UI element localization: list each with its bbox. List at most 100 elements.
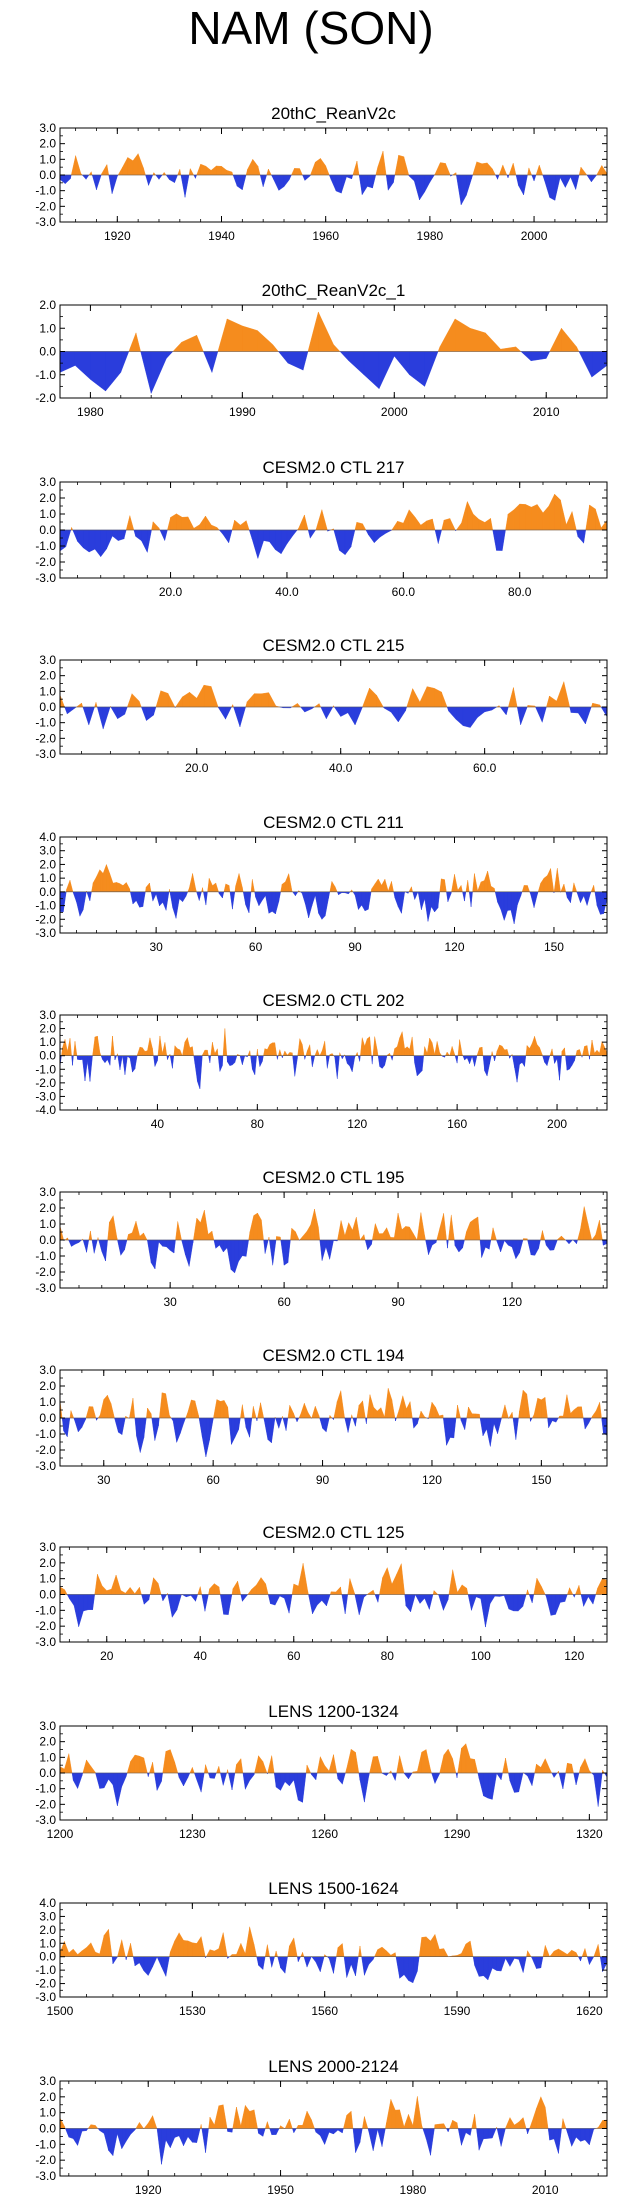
y-tick-label: 2.0 [39, 1735, 56, 1749]
x-tick-label: 1960 [312, 229, 339, 243]
x-tick-label: 30 [97, 1473, 111, 1487]
x-tick-label: 1230 [179, 1827, 206, 1841]
x-tick-label: 20.0 [185, 761, 209, 775]
panel-title: CESM2.0 CTL 211 [263, 813, 404, 832]
y-tick-label: -3.0 [35, 747, 56, 761]
x-tick-label: 1200 [47, 1827, 74, 1841]
x-tick-label: 150 [544, 940, 564, 954]
y-tick-label: -3.0 [35, 1813, 56, 1827]
y-tick-label: 2.0 [39, 857, 56, 871]
x-tick-label: 1950 [267, 2183, 294, 2197]
y-tick-label: -3.0 [35, 2169, 56, 2183]
x-tick-label: 1320 [576, 1827, 603, 1841]
y-tick-label: 2.0 [39, 1379, 56, 1393]
panel-9: CESM2.0 CTL 125 3.0 2.0 1.0 0.0-1.0 -2.0 -3.0 2… [35, 1523, 608, 1663]
y-tick-label: -2.0 [35, 1619, 56, 1633]
x-tick-label: 40 [194, 1649, 208, 1663]
y-tick-label: -3.0 [35, 571, 56, 585]
y-tick-label: -2.0 [35, 1076, 56, 1090]
y-tick-label: -2.0 [35, 1265, 56, 1279]
x-tick-label: 1290 [444, 1827, 471, 1841]
y-tick-label: 1.0 [39, 684, 56, 698]
y-tick-label: -3.0 [35, 926, 56, 940]
y-tick-label: -2.0 [35, 555, 56, 569]
panel-3: CESM2.0 CTL 217 3.0 2.0 1.0 0.0 -1.0 -2.0 -3.0 2… [35, 458, 608, 599]
x-tick-label: 120 [444, 940, 464, 954]
y-tick-label: 1.0 [39, 1217, 56, 1231]
x-tick-label: 40 [151, 1117, 165, 1131]
negative-area [61, 1417, 608, 1457]
negative-area [63, 1239, 608, 1274]
panel-7: CESM2.0 CTL 195 3.0 2.0 1.0 0.0 -1.0 -2.0 -3.0 3… [35, 1168, 608, 1309]
y-tick-label: -2.0 [35, 391, 56, 405]
y-tick-label: 1.0 [39, 871, 56, 885]
x-tick-label: 200 [547, 1117, 567, 1131]
y-tick-label: 1.0 [39, 1750, 56, 1764]
x-tick-label: 160 [447, 1117, 467, 1131]
y-tick-label: 0.0 [39, 885, 56, 899]
y-tick-label: 4.0 [39, 830, 56, 844]
positive-area [61, 1028, 608, 1056]
x-tick-label: 1590 [444, 2004, 471, 2018]
negative-area [111, 1956, 608, 1984]
x-tick-label: 60.0 [392, 585, 416, 599]
y-tick-label: 0.0 [39, 700, 56, 714]
panel-title: CESM2.0 CTL 215 [262, 636, 404, 655]
y-tick-label: -3.0 [35, 1635, 56, 1649]
y-tick-label: -1.0 [35, 539, 56, 553]
y-tick-label: 3.0 [39, 1008, 56, 1022]
y-tick-label: 0.0 [39, 2122, 56, 2136]
x-tick-label: 40.0 [329, 761, 353, 775]
positive-area [128, 311, 580, 352]
y-tick-label: 3.0 [39, 1909, 56, 1923]
y-tick-label: -1.0 [35, 899, 56, 913]
y-tick-label: -1.0 [35, 1062, 56, 1076]
y-tick-label: 3.0 [39, 844, 56, 858]
y-tick-label: -1.0 [35, 1427, 56, 1441]
y-tick-label: 3.0 [39, 1719, 56, 1733]
y-tick-label: 2.0 [39, 1201, 56, 1215]
y-tick-label: -2.0 [35, 912, 56, 926]
y-tick-label: -2.0 [35, 1443, 56, 1457]
panel-title: CESM2.0 CTL 195 [262, 1168, 404, 1187]
x-tick-label: 1500 [47, 2004, 74, 2018]
negative-area [59, 174, 598, 205]
x-tick-label: 60 [249, 940, 263, 954]
y-tick-label: -3.0 [35, 1990, 56, 2004]
positive-area [65, 864, 596, 893]
y-tick-label: -3.0 [35, 1281, 56, 1295]
x-tick-label: 1920 [104, 229, 131, 243]
y-tick-label: -4.0 [35, 1103, 56, 1117]
positive-area [59, 681, 602, 708]
y-tick-label: 2.0 [39, 137, 56, 151]
x-tick-label: 1990 [229, 405, 256, 419]
x-tick-label: 20 [100, 1649, 114, 1663]
negative-area [59, 351, 608, 394]
y-tick-label: 0.0 [39, 523, 56, 537]
x-tick-label: 20.0 [159, 585, 183, 599]
positive-area [59, 2096, 608, 2129]
y-tick-label: 1.0 [39, 507, 56, 521]
y-tick-label: -1.0 [35, 1782, 56, 1796]
y-tick-label: 1.0 [39, 321, 56, 335]
x-tick-label: 120 [422, 1473, 442, 1487]
panel-title: CESM2.0 CTL 125 [262, 1523, 404, 1542]
positive-area [59, 1206, 603, 1241]
negative-area [59, 891, 608, 925]
x-tick-label: 60.0 [473, 761, 497, 775]
x-tick-label: 120 [502, 1295, 522, 1309]
y-tick-label: 1.0 [39, 152, 56, 166]
positive-area [59, 1388, 602, 1419]
y-tick-label: -2.0 [35, 199, 56, 213]
x-tick-label: 2000 [381, 405, 408, 419]
y-tick-label: -1.0 [35, 184, 56, 198]
x-tick-label: 100 [471, 1649, 491, 1663]
panel-8: CESM2.0 CTL 194 3.0 2.0 1.0 0.0 -1.0 -2.0 -3.0 3… [35, 1346, 608, 1487]
y-tick-label: 0.0 [39, 1950, 56, 1964]
panel-12: LENS 2000-2124 3.0 2.0 1.0 0.0-1.0 -2.0 -3.0 19… [35, 2057, 608, 2197]
negative-area [59, 1055, 591, 1089]
x-tick-label: 60 [277, 1295, 291, 1309]
panel-10: LENS 1200-13243.02.01.00.0-1.0-2.0-3.012… [35, 1702, 608, 1841]
y-tick-label: 1.0 [39, 1572, 56, 1586]
